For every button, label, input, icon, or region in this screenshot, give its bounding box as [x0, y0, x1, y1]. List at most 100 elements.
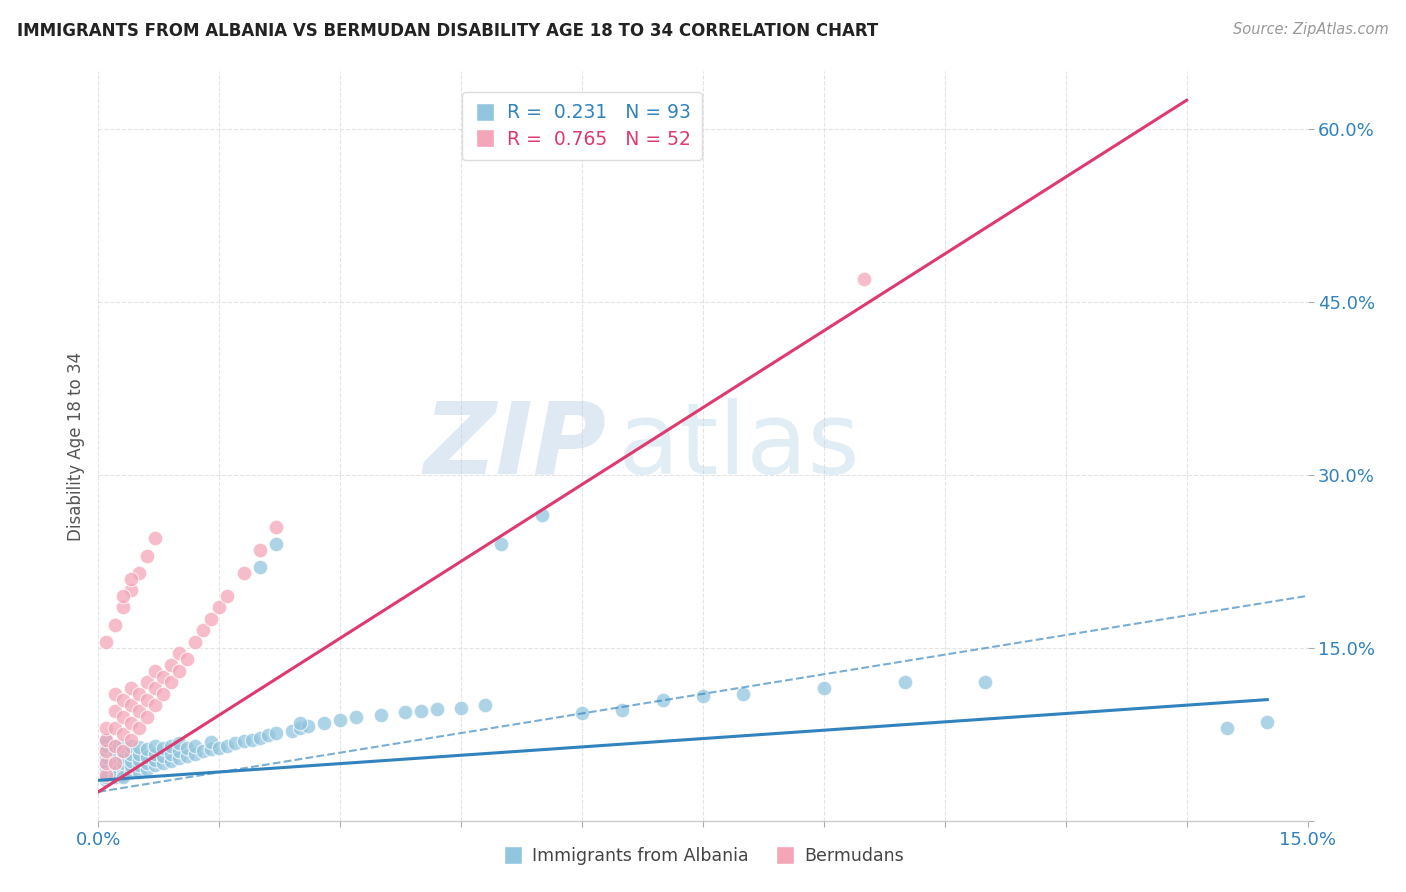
Point — [264, 537, 287, 551]
Point — [120, 733, 142, 747]
Text: atlas: atlas — [619, 398, 860, 494]
Point — [96, 733, 118, 747]
Point — [344, 710, 367, 724]
Point — [128, 753, 150, 767]
Point — [264, 519, 287, 533]
Point — [249, 560, 271, 574]
Point — [394, 706, 416, 720]
Point — [143, 753, 166, 767]
Point — [103, 704, 125, 718]
Point — [974, 675, 997, 690]
Point — [103, 756, 125, 770]
Point — [120, 747, 142, 761]
Point — [152, 669, 174, 683]
Point — [167, 664, 190, 678]
Point — [111, 739, 134, 753]
Point — [96, 773, 118, 788]
Point — [128, 704, 150, 718]
Point — [1216, 722, 1239, 736]
Point — [128, 739, 150, 754]
Point — [297, 719, 319, 733]
Point — [152, 687, 174, 701]
Point — [103, 739, 125, 753]
Point — [143, 664, 166, 678]
Point — [128, 566, 150, 580]
Point — [571, 706, 593, 721]
Point — [176, 749, 198, 764]
Point — [281, 723, 304, 738]
Point — [96, 750, 118, 764]
Point — [96, 744, 118, 758]
Point — [135, 750, 157, 764]
Point — [143, 681, 166, 695]
Point — [184, 739, 207, 753]
Point — [176, 652, 198, 666]
Point — [135, 742, 157, 756]
Text: ZIP: ZIP — [423, 398, 606, 494]
Text: IMMIGRANTS FROM ALBANIA VS BERMUDAN DISABILITY AGE 18 TO 34 CORRELATION CHART: IMMIGRANTS FROM ALBANIA VS BERMUDAN DISA… — [17, 22, 879, 40]
Point — [143, 531, 166, 545]
Point — [167, 751, 190, 765]
Point — [103, 767, 125, 781]
Point — [143, 739, 166, 753]
Point — [893, 675, 915, 690]
Point — [853, 272, 876, 286]
Point — [193, 744, 215, 758]
Point — [612, 703, 634, 717]
Point — [224, 736, 246, 750]
Point — [426, 702, 449, 716]
Point — [288, 722, 311, 736]
Point — [208, 600, 231, 615]
Point — [409, 704, 432, 718]
Point — [200, 612, 222, 626]
Point — [1256, 714, 1278, 729]
Point — [111, 762, 134, 776]
Point — [103, 756, 125, 770]
Point — [651, 692, 673, 706]
Point — [143, 747, 166, 761]
Point — [111, 692, 134, 706]
Point — [103, 722, 125, 736]
Point — [128, 747, 150, 761]
Point — [135, 762, 157, 776]
Point — [160, 739, 183, 753]
Point — [184, 747, 207, 761]
Point — [249, 542, 271, 557]
Point — [135, 675, 157, 690]
Point — [256, 728, 278, 742]
Point — [128, 758, 150, 772]
Point — [120, 583, 142, 598]
Point — [240, 733, 263, 747]
Point — [143, 758, 166, 772]
Point — [135, 692, 157, 706]
Point — [120, 698, 142, 713]
Point — [135, 549, 157, 563]
Point — [530, 508, 553, 523]
Point — [96, 733, 118, 747]
Point — [96, 767, 118, 781]
Point — [176, 741, 198, 756]
Point — [111, 770, 134, 784]
Point — [111, 727, 134, 741]
Point — [128, 765, 150, 780]
Point — [96, 770, 118, 784]
Point — [103, 750, 125, 764]
Point — [217, 589, 239, 603]
Point — [813, 681, 835, 695]
Point — [111, 600, 134, 615]
Point — [160, 747, 183, 761]
Point — [232, 566, 254, 580]
Point — [152, 741, 174, 756]
Point — [96, 767, 118, 781]
Point — [733, 687, 755, 701]
Point — [103, 759, 125, 773]
Point — [120, 765, 142, 780]
Point — [692, 689, 714, 703]
Point — [103, 687, 125, 701]
Point — [120, 754, 142, 768]
Point — [96, 722, 118, 736]
Legend: Immigrants from Albania, Bermudans: Immigrants from Albania, Bermudans — [495, 840, 911, 871]
Point — [288, 715, 311, 730]
Point — [111, 750, 134, 764]
Point — [103, 770, 125, 784]
